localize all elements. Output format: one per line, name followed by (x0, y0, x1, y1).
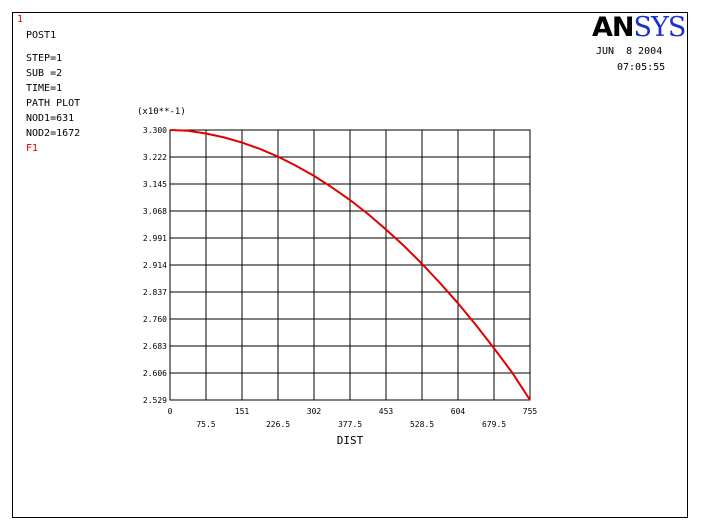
window-number: 1 (17, 14, 24, 25)
y-tick-label: 3.068 (143, 207, 167, 216)
series-label: F1 (26, 143, 39, 154)
x-tick-label: 377.5 (338, 420, 362, 429)
y-tick-label: 2.683 (143, 342, 167, 351)
y-tick-label: 3.300 (143, 126, 167, 135)
x-tick-label: 755 (523, 407, 538, 416)
info-line: NOD2=1672 (26, 128, 81, 139)
info-line: STEP=1 (26, 53, 63, 64)
series-line (169, 129, 531, 401)
y-tick-label: 2.991 (143, 234, 167, 243)
info-line: SUB =2 (26, 68, 63, 79)
x-axis-label: DIST (337, 434, 364, 447)
y-tick-label: 2.760 (143, 315, 167, 324)
logo-sys: SYS (633, 12, 687, 43)
y-multiplier-label: (x10**-1) (137, 107, 186, 117)
x-tick-label: 226.5 (266, 420, 290, 429)
y-tick-label: 2.837 (143, 288, 167, 297)
plot-window (12, 12, 688, 518)
y-tick-label: 2.914 (143, 261, 167, 270)
info-line: PATH PLOT (26, 98, 81, 109)
x-tick-label: 151 (235, 407, 250, 416)
x-tick-label: 528.5 (410, 420, 434, 429)
x-tick-label: 679.5 (482, 420, 506, 429)
logo-an: AN (592, 12, 634, 43)
plot-date: JUN 8 2004 (596, 46, 663, 57)
info-line: NOD1=631 (26, 113, 75, 124)
info-line: POST1 (26, 30, 57, 41)
y-tick-label: 2.529 (143, 396, 167, 405)
plot-time: 07:05:55 (617, 62, 666, 73)
y-tick-label: 3.145 (143, 180, 167, 189)
ansys-logo: ANSYS (592, 12, 687, 43)
x-tick-label: 75.5 (196, 420, 215, 429)
y-tick-label: 3.222 (143, 153, 167, 162)
x-tick-label: 604 (451, 407, 466, 416)
x-tick-label: 0 (168, 407, 173, 416)
x-tick-label: 302 (307, 407, 322, 416)
info-line: TIME=1 (26, 83, 63, 94)
y-tick-label: 2.606 (143, 369, 167, 378)
x-tick-label: 453 (379, 407, 394, 416)
